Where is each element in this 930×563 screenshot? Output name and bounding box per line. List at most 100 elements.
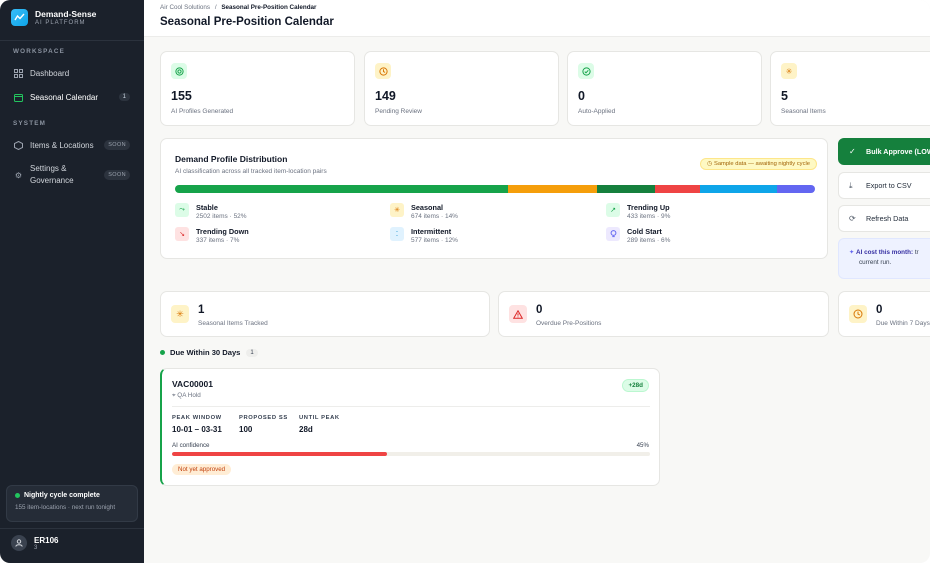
legend-name: Cold Start xyxy=(627,227,662,236)
sidebar-item-seasonal-calendar[interactable]: Seasonal Calendar 1 xyxy=(6,87,138,107)
check-icon: ✓ xyxy=(849,147,856,156)
legend-item-intermittent: ⁚ Intermittent 577 items · 12% xyxy=(390,227,458,244)
user-subtitle: 3 xyxy=(34,544,38,551)
breadcrumb-separator: / xyxy=(214,4,217,11)
stat-card-overdue: 0 Overdue Pre-Positions xyxy=(498,291,829,337)
stat-value: 149 xyxy=(375,89,396,103)
stat-label: Due Within 7 Days xyxy=(876,320,930,327)
nightly-title: Nightly cycle complete xyxy=(24,492,100,499)
scatter-icon: ⁚ xyxy=(390,227,404,241)
user-name: ER106 xyxy=(34,535,59,545)
due-heading: Due Within 30 Days xyxy=(170,348,241,357)
bulk-approve-label: Bulk Approve (LOW xyxy=(866,147,930,156)
legend-item-cold-start: Cold Start 289 items · 6% xyxy=(606,227,670,244)
item-status-text: QA Hold xyxy=(177,392,201,399)
breadcrumb-root[interactable]: Air Cool Solutions xyxy=(160,4,211,11)
nightly-status-card: Nightly cycle complete 155 item-location… xyxy=(6,485,138,522)
check-circle-icon xyxy=(578,63,594,79)
sample-data-badge: ◷ Sample data — awaiting nightly cycle xyxy=(700,158,817,170)
box-icon xyxy=(14,140,23,150)
sidebar-item-settings-governance[interactable]: ⚙ Settings & Governance SOON xyxy=(6,164,138,186)
item-status: ⌖ QA Hold xyxy=(172,392,201,400)
trend-down-icon: ↘ xyxy=(175,227,189,241)
clock-icon xyxy=(375,63,391,79)
clock-icon xyxy=(849,305,867,323)
legend-item-trending-down: ↘ Trending Down 337 items · 7% xyxy=(175,227,249,244)
lightbulb-icon xyxy=(606,227,620,241)
stat-card-pending-review: 149 Pending Review xyxy=(364,51,559,126)
stat-label: Overdue Pre-Positions xyxy=(536,320,602,327)
stat-card-auto-applied: 0 Auto-Applied xyxy=(567,51,762,126)
legend-detail: 289 items · 6% xyxy=(627,237,671,244)
distribution-segment-seasonal xyxy=(507,185,598,193)
breadcrumb: Air Cool Solutions / Seasonal Pre-Positi… xyxy=(160,4,317,11)
sidebar-item-dashboard[interactable]: Dashboard xyxy=(6,63,138,83)
legend-detail: 577 items · 12% xyxy=(411,237,458,244)
ai-cost-notice: ✦ AI cost this month: tr current run. xyxy=(838,238,930,279)
card-divider xyxy=(172,406,650,407)
legend-name: Trending Down xyxy=(196,227,249,236)
stat-label: Pending Review xyxy=(375,108,422,115)
stat-value: 155 xyxy=(171,89,192,103)
calendar-icon xyxy=(14,93,23,102)
status-dot-icon xyxy=(160,350,165,355)
cost-text-line2: current run. xyxy=(859,258,892,266)
legend-item-stable: ⤳ Stable 2502 items · 52% xyxy=(175,203,247,220)
distribution-segment-cold-start xyxy=(776,185,815,193)
legend-detail: 674 items · 14% xyxy=(411,213,458,220)
pre-position-item-card[interactable]: VAC00001 ⌖ QA Hold +28d PEAK WINDOW 10-0… xyxy=(160,368,660,486)
sidebar-item-label: Settings & Governance xyxy=(30,164,74,185)
sidebar: Demand-Sense AI PLATFORM WORKSPACE Dashb… xyxy=(0,0,144,563)
approval-status-badge: Not yet approved xyxy=(172,464,232,475)
status-dot-icon xyxy=(15,493,20,498)
warning-icon xyxy=(509,305,527,323)
gear-icon: ⚙ xyxy=(14,170,23,180)
confidence-bar xyxy=(172,452,650,456)
refresh-data-button[interactable]: ⟳ Refresh Data xyxy=(838,205,930,232)
stat-value: 0 xyxy=(536,304,543,316)
sparkle-icon: ✦ xyxy=(849,249,857,256)
stat-card-ai-profiles: 155 AI Profiles Generated xyxy=(160,51,355,126)
distribution-segment-intermittent xyxy=(699,185,777,193)
brand-subtitle: AI PLATFORM xyxy=(35,20,86,26)
distribution-title: Demand Profile Distribution xyxy=(175,154,288,164)
sidebar-item-items-locations[interactable]: Items & Locations SOON xyxy=(6,135,138,155)
sidebar-item-label: Seasonal Calendar xyxy=(30,92,99,102)
legend-name: Stable xyxy=(196,203,218,212)
legend-name: Trending Up xyxy=(627,203,670,212)
stat-value: 0 xyxy=(578,89,585,103)
refresh-icon: ⟳ xyxy=(849,214,856,223)
legend-detail: 337 items · 7% xyxy=(196,237,240,244)
stat-label: Seasonal Items Tracked xyxy=(198,320,268,327)
sidebar-item-count-badge: 1 xyxy=(118,93,130,101)
cost-title: AI cost this month: xyxy=(856,249,914,256)
stat-label: AI Profiles Generated xyxy=(171,108,234,115)
stat-value: 1 xyxy=(198,304,205,316)
stat-value: 0 xyxy=(876,304,883,316)
page-header: Air Cool Solutions / Seasonal Pre-Positi… xyxy=(144,0,930,37)
target-icon xyxy=(171,63,187,79)
refresh-label: Refresh Data xyxy=(866,214,909,223)
brand[interactable]: Demand-Sense AI PLATFORM xyxy=(11,9,96,26)
legend-name: Seasonal xyxy=(411,203,444,212)
until-peak-field: UNTIL PEAK 28d xyxy=(299,415,340,434)
confidence-label: AI confidence xyxy=(172,442,210,449)
user-profile[interactable]: ER106 3 xyxy=(11,535,58,551)
sun-icon: ✳ xyxy=(781,63,797,79)
bulk-approve-button[interactable]: ✓ Bulk Approve (LOW xyxy=(838,138,930,165)
stat-label: Seasonal Items xyxy=(781,108,826,115)
proposed-ss-field: PROPOSED SS 100 xyxy=(239,415,288,434)
export-csv-button[interactable]: ⤓ Export to CSV xyxy=(838,172,930,199)
confidence-bar-fill xyxy=(172,452,388,456)
days-until-badge: +28d xyxy=(622,379,649,392)
field-value: 28d xyxy=(299,425,313,434)
workspace-section-label: WORKSPACE xyxy=(13,48,65,55)
sidebar-item-label: Dashboard xyxy=(30,68,70,78)
page-title: Seasonal Pre-Position Calendar xyxy=(160,16,334,28)
field-label: PROPOSED SS xyxy=(239,415,288,421)
sample-badge-text: Sample data — awaiting nightly cycle xyxy=(713,161,810,167)
item-sku: VAC00001 xyxy=(172,379,213,389)
field-value: 10-01 – 03-31 xyxy=(172,425,222,434)
soon-badge: SOON xyxy=(104,140,130,150)
